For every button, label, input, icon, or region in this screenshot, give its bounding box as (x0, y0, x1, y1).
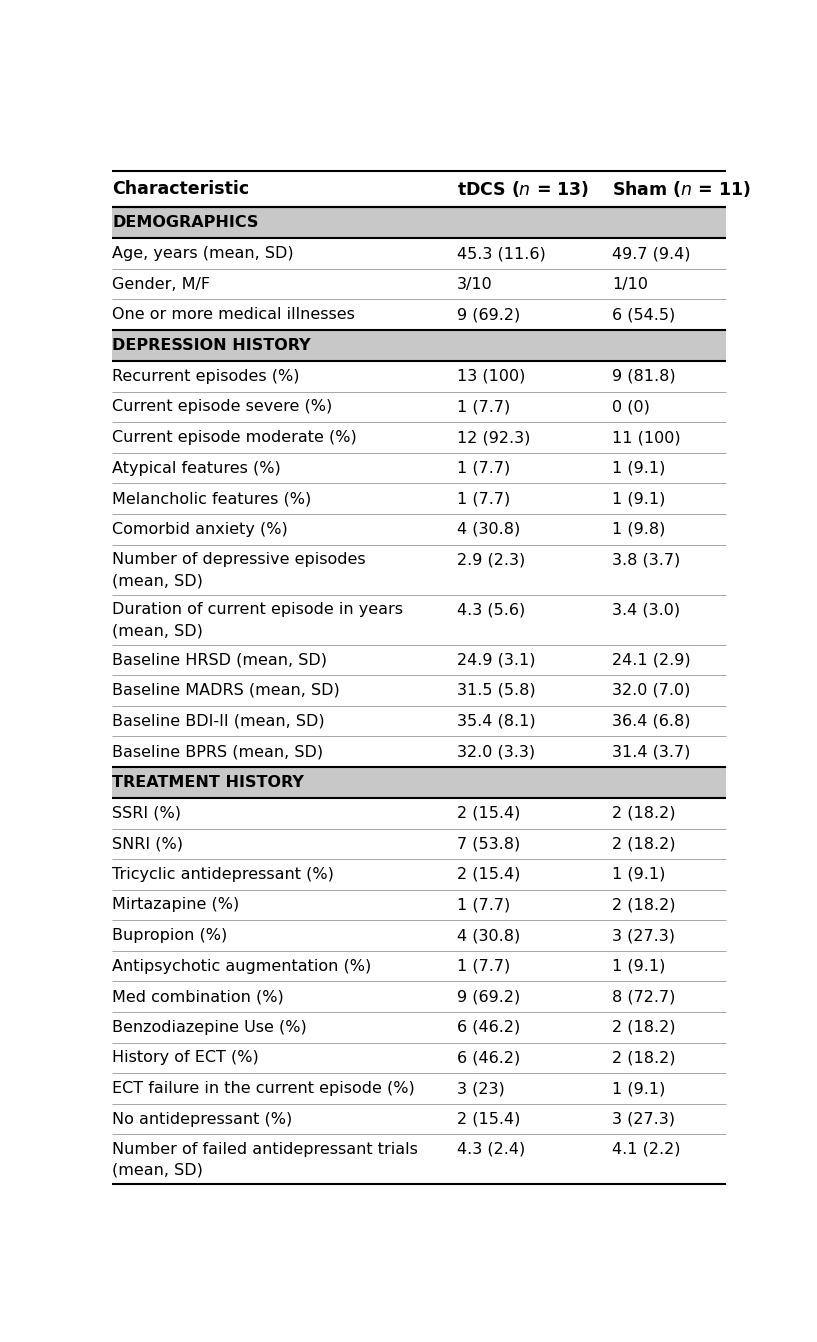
Text: 2 (18.2): 2 (18.2) (612, 1051, 676, 1066)
Text: 1 (9.1): 1 (9.1) (612, 460, 666, 475)
Text: Melancholic features (%): Melancholic features (%) (112, 491, 311, 506)
Text: 1 (7.7): 1 (7.7) (457, 898, 511, 913)
Text: 1 (7.7): 1 (7.7) (457, 460, 511, 475)
Text: 4.3 (5.6): 4.3 (5.6) (457, 603, 525, 617)
Text: Recurrent episodes (%): Recurrent episodes (%) (112, 369, 300, 384)
Text: 3.4 (3.0): 3.4 (3.0) (612, 603, 681, 617)
Text: Sham ($n$ = 11): Sham ($n$ = 11) (612, 178, 751, 199)
Text: SSRI (%): SSRI (%) (112, 805, 181, 821)
Text: Baseline BDI-II (mean, SD): Baseline BDI-II (mean, SD) (112, 714, 325, 729)
Text: Baseline BPRS (mean, SD): Baseline BPRS (mean, SD) (112, 743, 324, 760)
Text: 11 (100): 11 (100) (612, 429, 681, 446)
Text: Comorbid anxiety (%): Comorbid anxiety (%) (112, 522, 288, 537)
Text: (mean, SD): (mean, SD) (112, 1164, 203, 1178)
Text: 3 (27.3): 3 (27.3) (612, 929, 675, 943)
Text: Tricyclic antidepressant (%): Tricyclic antidepressant (%) (112, 867, 334, 882)
Text: 1 (9.1): 1 (9.1) (612, 1082, 666, 1096)
Text: 7 (53.8): 7 (53.8) (457, 836, 520, 851)
Text: 35.4 (8.1): 35.4 (8.1) (457, 714, 536, 729)
Text: Gender, M/F: Gender, M/F (112, 276, 210, 291)
Text: One or more medical illnesses: One or more medical illnesses (112, 307, 355, 322)
Text: Atypical features (%): Atypical features (%) (112, 460, 281, 475)
Text: 31.4 (3.7): 31.4 (3.7) (612, 743, 690, 760)
Text: 1 (9.1): 1 (9.1) (612, 491, 666, 506)
Text: 8 (72.7): 8 (72.7) (612, 989, 676, 1004)
Text: 31.5 (5.8): 31.5 (5.8) (457, 683, 536, 698)
Text: 4.3 (2.4): 4.3 (2.4) (457, 1142, 525, 1157)
Text: 1/10: 1/10 (612, 276, 648, 291)
Text: Med combination (%): Med combination (%) (112, 989, 284, 1004)
Text: 1 (7.7): 1 (7.7) (457, 958, 511, 974)
Text: Age, years (mean, SD): Age, years (mean, SD) (112, 246, 294, 262)
Text: DEPRESSION HISTORY: DEPRESSION HISTORY (112, 338, 310, 353)
Text: 2 (18.2): 2 (18.2) (612, 1020, 676, 1035)
Text: No antidepressant (%): No antidepressant (%) (112, 1111, 292, 1126)
Text: 2.9 (2.3): 2.9 (2.3) (457, 552, 525, 568)
Text: 2 (15.4): 2 (15.4) (457, 1111, 520, 1126)
Text: 6 (46.2): 6 (46.2) (457, 1020, 520, 1035)
Text: 2 (15.4): 2 (15.4) (457, 867, 520, 882)
Text: (mean, SD): (mean, SD) (112, 573, 203, 588)
Bar (112, 330, 726, 361)
Text: Baseline HRSD (mean, SD): Baseline HRSD (mean, SD) (112, 652, 327, 667)
Text: 0 (0): 0 (0) (612, 400, 650, 415)
Text: Bupropion (%): Bupropion (%) (112, 929, 227, 943)
Text: (mean, SD): (mean, SD) (112, 623, 203, 637)
Text: History of ECT (%): History of ECT (%) (112, 1051, 259, 1066)
Text: DEMOGRAPHICS: DEMOGRAPHICS (112, 215, 258, 231)
Text: 13 (100): 13 (100) (457, 369, 525, 384)
Text: Antipsychotic augmentation (%): Antipsychotic augmentation (%) (112, 958, 372, 974)
Text: 3.8 (3.7): 3.8 (3.7) (612, 552, 681, 568)
Text: 2 (18.2): 2 (18.2) (612, 898, 676, 913)
Text: Mirtazapine (%): Mirtazapine (%) (112, 898, 239, 913)
Text: Duration of current episode in years: Duration of current episode in years (112, 603, 404, 617)
Text: 1 (7.7): 1 (7.7) (457, 491, 511, 506)
Text: SNRI (%): SNRI (%) (112, 836, 183, 851)
Text: 32.0 (3.3): 32.0 (3.3) (457, 743, 535, 760)
Text: 36.4 (6.8): 36.4 (6.8) (612, 714, 690, 729)
Text: Current episode moderate (%): Current episode moderate (%) (112, 429, 357, 446)
Text: 4 (30.8): 4 (30.8) (457, 929, 520, 943)
Text: 9 (69.2): 9 (69.2) (457, 307, 520, 322)
Text: 3 (27.3): 3 (27.3) (612, 1111, 675, 1126)
Text: 45.3 (11.6): 45.3 (11.6) (457, 246, 546, 262)
Bar (112, 207, 726, 239)
Text: 2 (15.4): 2 (15.4) (457, 805, 520, 821)
Text: 3/10: 3/10 (457, 276, 493, 291)
Text: Current episode severe (%): Current episode severe (%) (112, 400, 333, 415)
Bar (112, 766, 726, 798)
Text: 12 (92.3): 12 (92.3) (457, 429, 530, 446)
Text: 9 (69.2): 9 (69.2) (457, 989, 520, 1004)
Text: 1 (9.1): 1 (9.1) (612, 867, 666, 882)
Text: Baseline MADRS (mean, SD): Baseline MADRS (mean, SD) (112, 683, 340, 698)
Text: 2 (18.2): 2 (18.2) (612, 836, 676, 851)
Text: 9 (81.8): 9 (81.8) (612, 369, 676, 384)
Text: Number of failed antidepressant trials: Number of failed antidepressant trials (112, 1142, 418, 1157)
Text: Benzodiazepine Use (%): Benzodiazepine Use (%) (112, 1020, 307, 1035)
Text: 6 (54.5): 6 (54.5) (612, 307, 676, 322)
Text: 4 (30.8): 4 (30.8) (457, 522, 520, 537)
Text: 1 (9.8): 1 (9.8) (612, 522, 666, 537)
Text: 1 (7.7): 1 (7.7) (457, 400, 511, 415)
Text: 6 (46.2): 6 (46.2) (457, 1051, 520, 1066)
Text: TREATMENT HISTORY: TREATMENT HISTORY (112, 774, 304, 790)
Text: 2 (18.2): 2 (18.2) (612, 805, 676, 821)
Text: 4.1 (2.2): 4.1 (2.2) (612, 1142, 681, 1157)
Text: 24.9 (3.1): 24.9 (3.1) (457, 652, 536, 667)
Text: 3 (23): 3 (23) (457, 1082, 505, 1096)
Text: 1 (9.1): 1 (9.1) (612, 958, 666, 974)
Text: 24.1 (2.9): 24.1 (2.9) (612, 652, 690, 667)
Text: 32.0 (7.0): 32.0 (7.0) (612, 683, 690, 698)
Text: tDCS ($n$ = 13): tDCS ($n$ = 13) (457, 178, 589, 199)
Text: 49.7 (9.4): 49.7 (9.4) (612, 246, 690, 262)
Text: Number of depressive episodes: Number of depressive episodes (112, 552, 366, 568)
Text: ECT failure in the current episode (%): ECT failure in the current episode (%) (112, 1082, 415, 1096)
Text: Characteristic: Characteristic (112, 180, 249, 199)
